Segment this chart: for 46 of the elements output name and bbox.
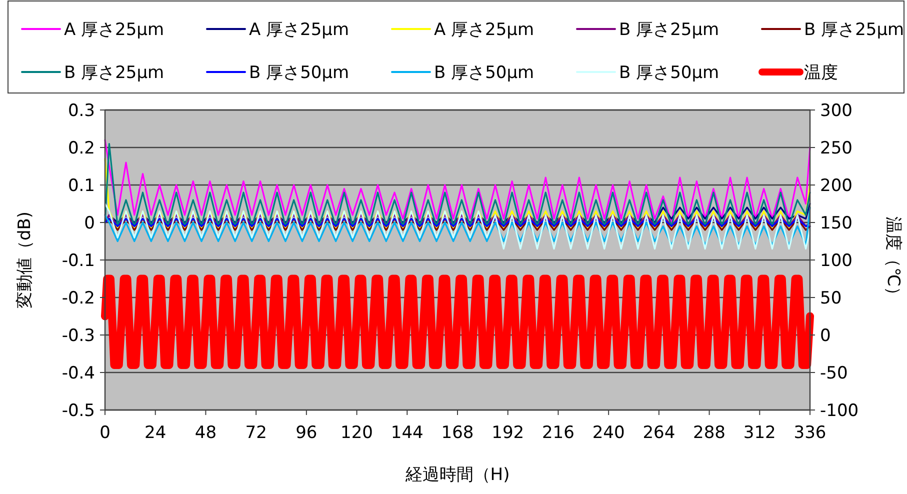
- x-tick-label: 48: [194, 423, 217, 443]
- legend-label: 温度: [804, 62, 838, 83]
- legend-label: B 厚さ25μm: [619, 20, 720, 40]
- x-tick-label: 0: [100, 423, 110, 443]
- y-axis-title: 変動値（dB): [15, 211, 35, 309]
- legend-label: B 厚さ50μm: [249, 62, 350, 83]
- y2-tick-label: -50: [820, 363, 848, 384]
- y-tick-label: -0.1: [62, 250, 95, 271]
- y2-tick-label: 100: [820, 250, 852, 271]
- legend-label: B 厚さ25μm: [804, 20, 904, 40]
- y2-tick-label: 200: [820, 176, 852, 196]
- x-tick-label: 168: [441, 423, 474, 443]
- legend-label: B 厚さ50μm: [619, 62, 720, 83]
- legend-label: A 厚さ25μm: [434, 20, 534, 40]
- y2-axis-title: 温度（℃）: [883, 216, 903, 304]
- y-tick-label: 0.3: [68, 100, 95, 121]
- y2-tick-label: 150: [820, 213, 852, 234]
- x-tick-label: 96: [296, 423, 318, 443]
- x-axis-title: 経過時間（H): [404, 465, 510, 485]
- x-tick-label: 144: [390, 423, 424, 443]
- y-tick-label: -0.5: [62, 400, 95, 421]
- x-tick-label: 264: [642, 423, 676, 443]
- x-tick-label: 336: [794, 423, 826, 443]
- y2-tick-label: 50: [820, 288, 842, 308]
- y2-tick-label: 0: [820, 326, 831, 346]
- x-tick-label: 24: [144, 423, 166, 443]
- legend-label: B 厚さ50μm: [434, 62, 534, 83]
- y-tick-label: 0: [84, 213, 95, 234]
- x-tick-label: 72: [245, 423, 267, 443]
- y2-tick-label: -100: [820, 400, 859, 421]
- x-tick-label: 192: [492, 423, 524, 443]
- y2-tick-label: 300: [820, 100, 852, 121]
- y-tick-label: -0.2: [62, 288, 95, 308]
- y2-tick-label: 250: [820, 138, 852, 158]
- y-tick-label: 0.2: [68, 138, 95, 158]
- y-tick-label: 0.1: [68, 176, 95, 196]
- y-tick-label: -0.3: [62, 326, 95, 346]
- legend-label: B 厚さ25μm: [64, 62, 164, 83]
- x-tick-label: 288: [693, 423, 726, 443]
- x-tick-label: 312: [743, 423, 776, 443]
- y-tick-label: -0.4: [62, 363, 95, 384]
- x-tick-label: 216: [542, 423, 574, 443]
- x-tick-label: 120: [340, 423, 374, 443]
- legend-label: A 厚さ25μm: [64, 20, 164, 40]
- legend-label: A 厚さ25μm: [249, 20, 350, 40]
- x-tick-label: 240: [592, 423, 625, 443]
